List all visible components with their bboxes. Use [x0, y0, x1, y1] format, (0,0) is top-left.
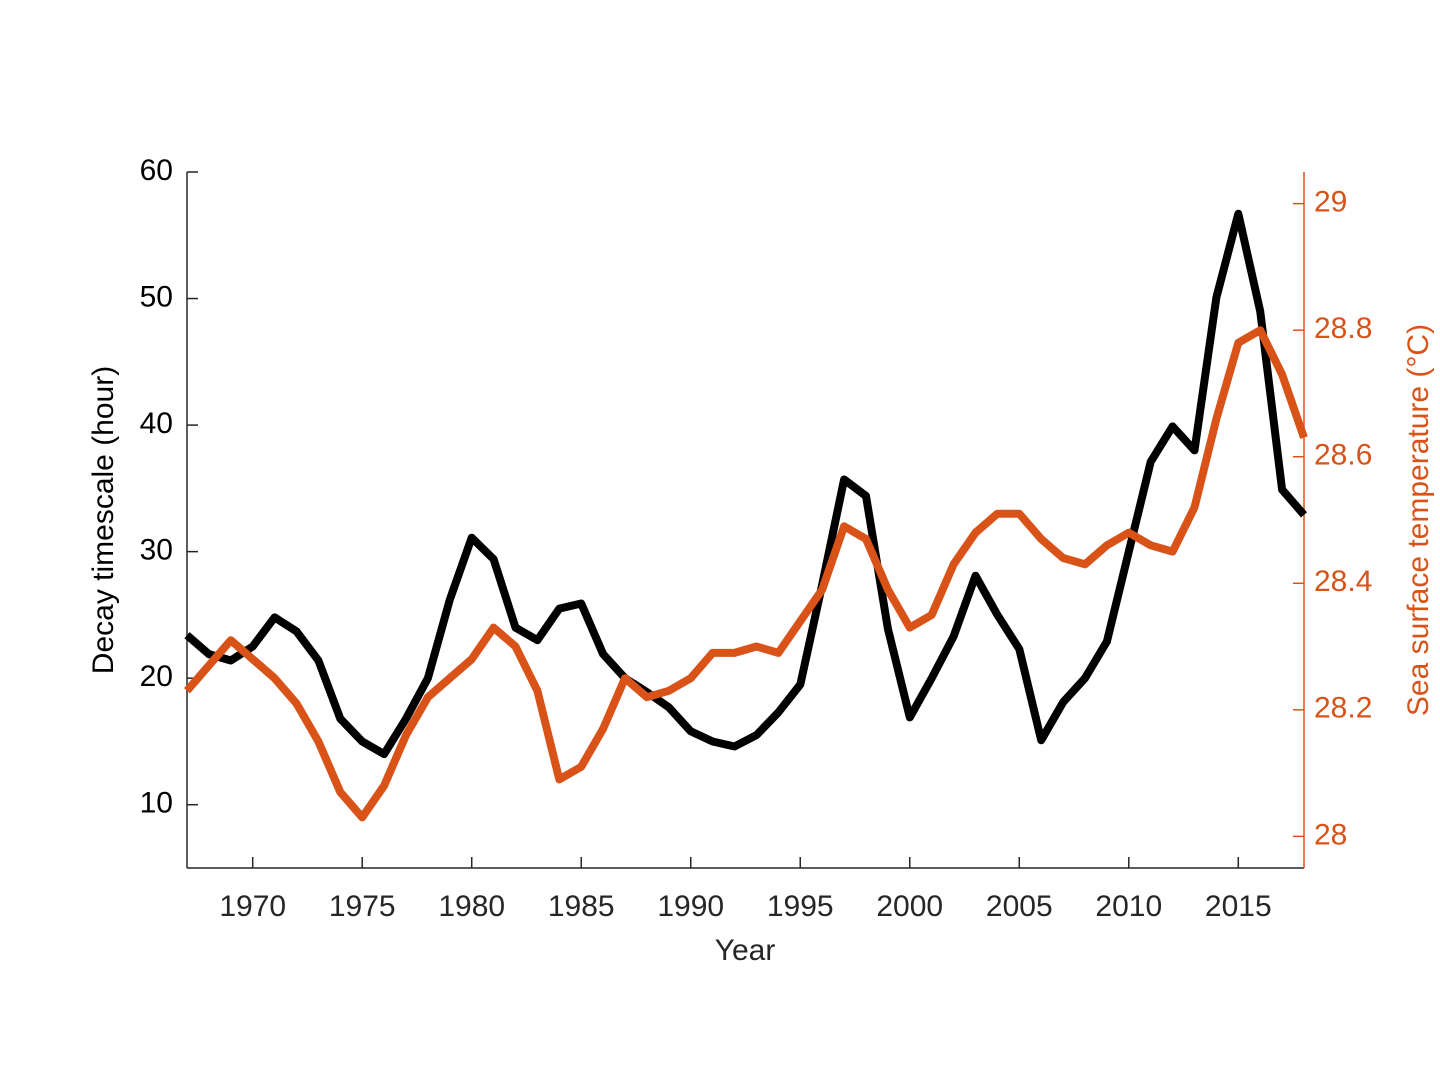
x-tick-label: 1990 — [657, 890, 724, 923]
x-tick-label: 1995 — [767, 890, 834, 923]
y-tick-label: 50 — [140, 280, 173, 313]
series-line — [183, 326, 1308, 822]
y-axis-label: Decay timescale (hour) — [87, 366, 120, 674]
x-tick-label: 1985 — [548, 890, 615, 923]
y-tick-label: 60 — [140, 154, 173, 187]
x-tick-label: 2005 — [986, 890, 1053, 923]
y-tick-label: 30 — [140, 534, 173, 567]
x-tick-label: 1980 — [438, 890, 505, 923]
y-tick-label: 10 — [140, 787, 173, 820]
x-tick-label: 2000 — [876, 890, 943, 923]
y2-tick-label: 28.4 — [1314, 565, 1372, 598]
x-tick-label: 1970 — [219, 890, 286, 923]
x-tick-label: 1975 — [329, 890, 396, 923]
y-tick-label: 40 — [140, 407, 173, 440]
x-tick-label: 2010 — [1095, 890, 1162, 923]
y2-tick-label: 28.6 — [1314, 439, 1372, 472]
y2-tick-label: 28.2 — [1314, 692, 1372, 725]
series-line — [184, 209, 1308, 759]
x-axis-label: Year — [715, 934, 776, 967]
y2-tick-label: 28 — [1314, 818, 1347, 851]
y2-tick-label: 29 — [1314, 186, 1347, 219]
y-tick-label: 20 — [140, 660, 173, 693]
y2-axis-label: Sea surface temperature (°C) — [1402, 324, 1435, 716]
x-tick-label: 2015 — [1205, 890, 1272, 923]
y2-tick-label: 28.8 — [1314, 312, 1372, 345]
